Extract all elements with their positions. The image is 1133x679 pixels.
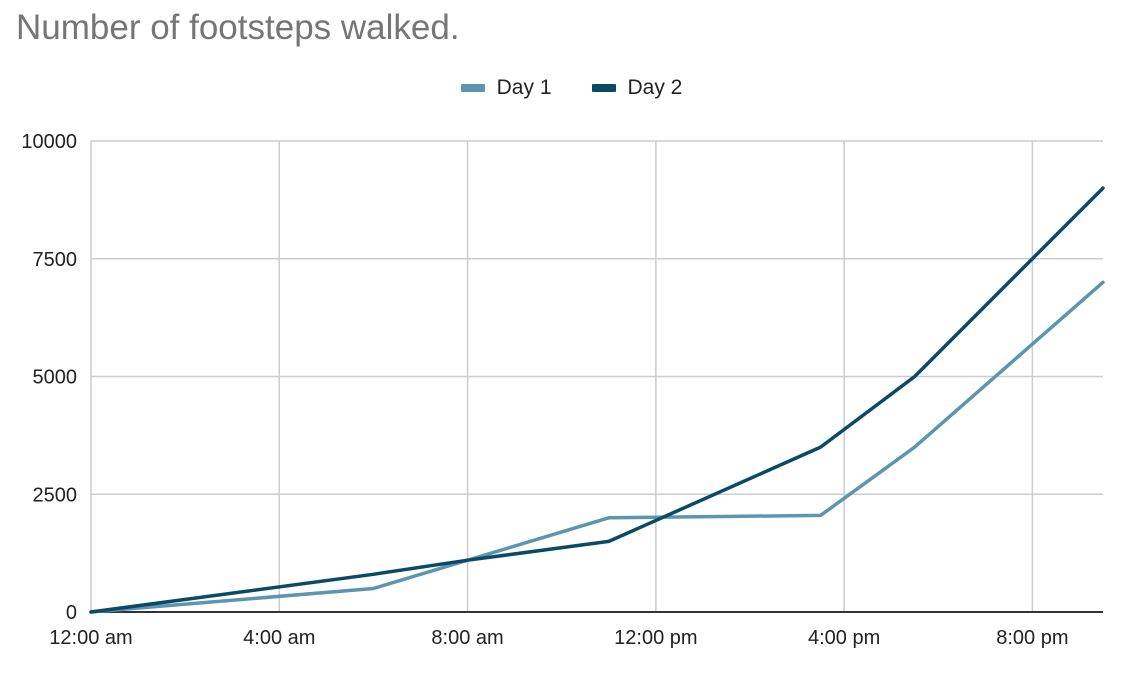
chart-title: Number of footsteps walked.: [16, 8, 460, 47]
legend: Day 1 Day 2: [0, 76, 1133, 100]
legend-label-day-2: Day 2: [627, 76, 683, 99]
x-tick-label: 12:00 pm: [614, 627, 697, 649]
x-tick-label: 8:00 am: [431, 627, 503, 649]
y-tick-label: 10000: [21, 131, 77, 153]
legend-label-day-1: Day 1: [496, 76, 552, 99]
x-tick-label: 8:00 pm: [996, 627, 1068, 649]
y-tick-label: 0: [66, 602, 77, 624]
legend-swatch-day-1: [460, 84, 485, 92]
y-tick-label: 5000: [33, 367, 78, 389]
x-tick-label: 12:00 am: [49, 627, 132, 649]
legend-item-day-2[interactable]: Day 2: [591, 76, 683, 100]
legend-swatch-day-2: [591, 84, 616, 92]
x-tick-label: 4:00 am: [243, 627, 315, 649]
legend-item-day-1[interactable]: Day 1: [460, 76, 552, 100]
y-tick-label: 7500: [33, 249, 78, 271]
series-line-day-2: [89, 186, 1105, 614]
x-tick-label: 4:00 pm: [808, 627, 880, 649]
y-tick-label: 2500: [33, 484, 78, 506]
series-line-day-1: [89, 280, 1105, 614]
